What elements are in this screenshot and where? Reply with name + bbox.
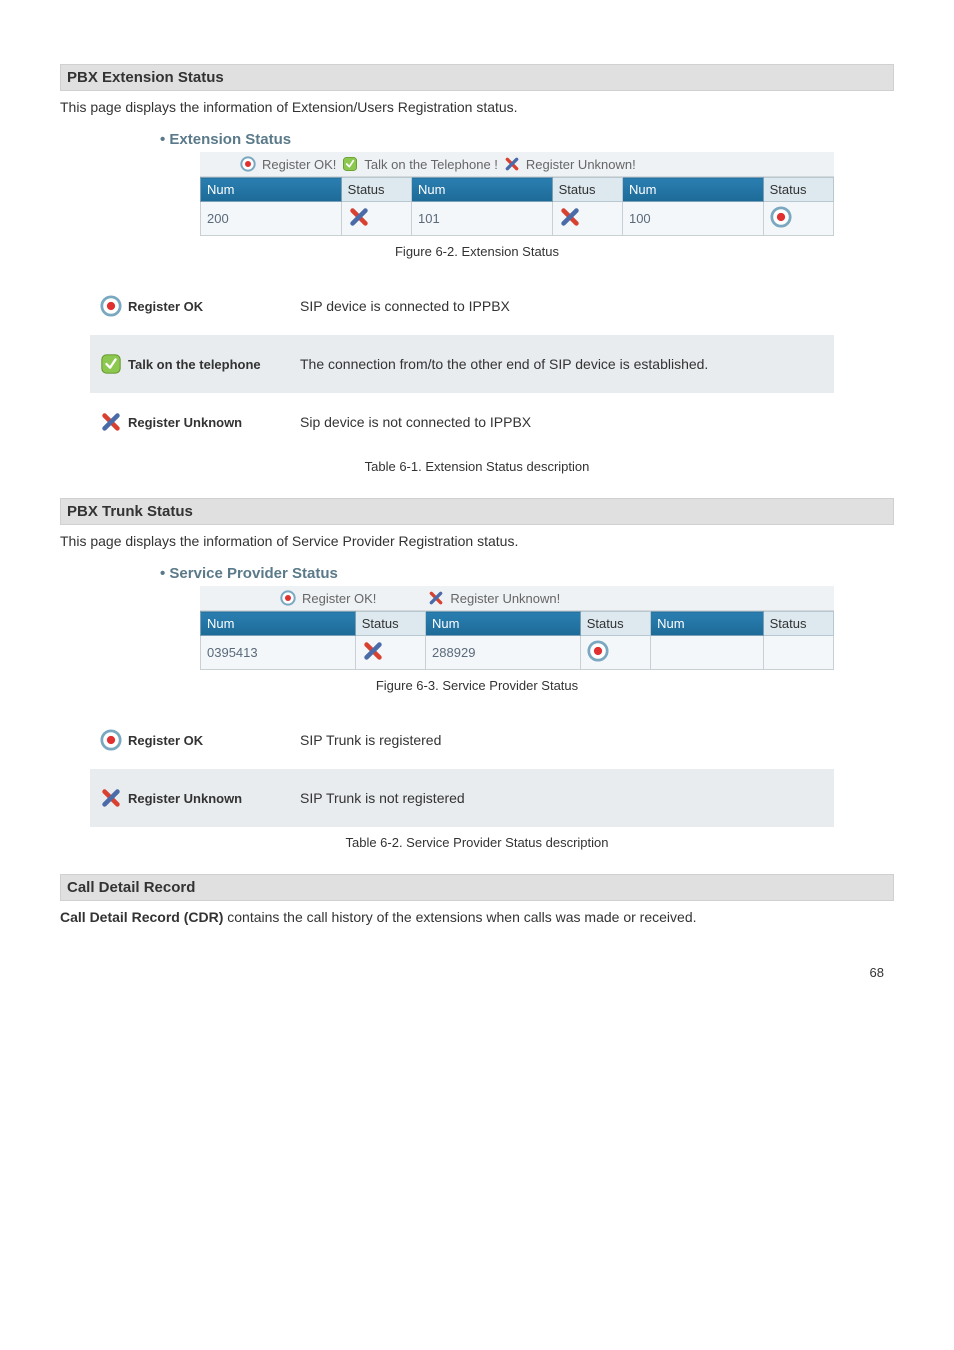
x-icon	[504, 156, 520, 172]
th-status: Status	[355, 612, 425, 636]
desc-text: The connection from/to the other end of …	[300, 356, 824, 372]
cell-num: 101	[411, 202, 552, 236]
cell-num: 100	[622, 202, 763, 236]
desc-row: Register OK SIP device is connected to I…	[90, 277, 834, 335]
legend-ok-label: Register OK!	[302, 591, 376, 606]
cell-status	[341, 202, 411, 236]
cdr-bold: Call Detail Record (CDR)	[60, 909, 223, 925]
x-icon	[559, 206, 581, 228]
desc-row: Register OK SIP Trunk is registered	[90, 711, 834, 769]
section-header-cdr: Call Detail Record	[60, 874, 894, 901]
legend-row-2: Register OK! Register Unknown!	[200, 586, 834, 611]
legend-talk-label: Talk on the Telephone !	[364, 157, 497, 172]
th-num: Num	[622, 178, 763, 202]
extension-desc-table: Register OK SIP device is connected to I…	[90, 277, 834, 451]
figure-caption-6-2: Figure 6-2. Extension Status	[60, 244, 894, 259]
x-icon	[100, 787, 122, 809]
th-num: Num	[201, 612, 356, 636]
legend-ok-label: Register OK!	[262, 157, 336, 172]
cell-status	[552, 202, 622, 236]
desc-text: SIP Trunk is not registered	[300, 790, 824, 806]
page-number: 68	[60, 965, 894, 980]
label-text: Register OK	[128, 733, 203, 748]
legend-unknown-label: Register Unknown!	[450, 591, 560, 606]
x-icon	[100, 411, 122, 433]
x-icon	[362, 640, 384, 662]
x-icon	[348, 206, 370, 228]
cell-status	[355, 636, 425, 670]
th-num: Num	[411, 178, 552, 202]
th-num: Num	[651, 612, 764, 636]
th-status: Status	[763, 612, 833, 636]
desc-row: Talk on the telephone The connection fro…	[90, 335, 834, 393]
bullet-extension-status: Extension Status	[160, 131, 894, 148]
check-icon	[100, 353, 122, 375]
table-row: 0395413 288929	[201, 636, 834, 670]
check-icon	[342, 156, 358, 172]
desc-label-unknown: Register Unknown	[100, 411, 300, 433]
cell-num: 0395413	[201, 636, 356, 670]
desc-label-unknown: Register Unknown	[100, 787, 300, 809]
ring-icon	[770, 206, 792, 228]
cell-empty	[651, 636, 764, 670]
th-status: Status	[552, 178, 622, 202]
desc-label-register-ok: Register OK	[100, 729, 300, 751]
ring-icon	[280, 590, 296, 606]
table-caption-6-1: Table 6-1. Extension Status description	[60, 459, 894, 474]
section-header-pbx-trunk: PBX Trunk Status	[60, 498, 894, 525]
ring-icon	[100, 729, 122, 751]
cell-num: 200	[201, 202, 342, 236]
service-provider-table: Num Status Num Status Num Status 0395413…	[200, 611, 834, 670]
ring-icon	[587, 640, 609, 662]
table-row: 200 101 100	[201, 202, 834, 236]
x-icon	[428, 590, 444, 606]
intro-text-1: This page displays the information of Ex…	[60, 99, 894, 115]
cell-num: 288929	[426, 636, 581, 670]
th-status: Status	[341, 178, 411, 202]
cdr-rest: contains the call history of the extensi…	[223, 909, 696, 925]
label-text: Talk on the telephone	[128, 357, 261, 372]
cdr-text: Call Detail Record (CDR) contains the ca…	[60, 909, 894, 925]
label-text: Register OK	[128, 299, 203, 314]
desc-text: SIP device is connected to IPPBX	[300, 298, 824, 314]
th-status: Status	[763, 178, 833, 202]
extension-status-panel: Register OK! Talk on the Telephone ! Reg…	[200, 152, 834, 236]
desc-row: Register Unknown SIP Trunk is not regist…	[90, 769, 834, 827]
desc-label-register-ok: Register OK	[100, 295, 300, 317]
figure-caption-6-3: Figure 6-3. Service Provider Status	[60, 678, 894, 693]
desc-label-talk: Talk on the telephone	[100, 353, 300, 375]
extension-status-table: Num Status Num Status Num Status 200 101…	[200, 177, 834, 236]
service-provider-panel: Register OK! Register Unknown! Num Statu…	[200, 586, 834, 670]
th-num: Num	[201, 178, 342, 202]
legend-unknown-label: Register Unknown!	[526, 157, 636, 172]
cell-status	[763, 202, 833, 236]
ring-icon	[240, 156, 256, 172]
table-header-row: Num Status Num Status Num Status	[201, 612, 834, 636]
trunk-desc-table: Register OK SIP Trunk is registered Regi…	[90, 711, 834, 827]
table-caption-6-2: Table 6-2. Service Provider Status descr…	[60, 835, 894, 850]
section-header-pbx-extension: PBX Extension Status	[60, 64, 894, 91]
bullet-service-provider: Service Provider Status	[160, 565, 894, 582]
cell-empty	[763, 636, 833, 670]
label-text: Register Unknown	[128, 791, 242, 806]
label-text: Register Unknown	[128, 415, 242, 430]
desc-text: Sip device is not connected to IPPBX	[300, 414, 824, 430]
cell-status	[580, 636, 650, 670]
table-header-row: Num Status Num Status Num Status	[201, 178, 834, 202]
desc-row: Register Unknown Sip device is not conne…	[90, 393, 834, 451]
intro-text-2: This page displays the information of Se…	[60, 533, 894, 549]
legend-row-1: Register OK! Talk on the Telephone ! Reg…	[200, 152, 834, 177]
desc-text: SIP Trunk is registered	[300, 732, 824, 748]
ring-icon	[100, 295, 122, 317]
th-status: Status	[580, 612, 650, 636]
th-num: Num	[426, 612, 581, 636]
